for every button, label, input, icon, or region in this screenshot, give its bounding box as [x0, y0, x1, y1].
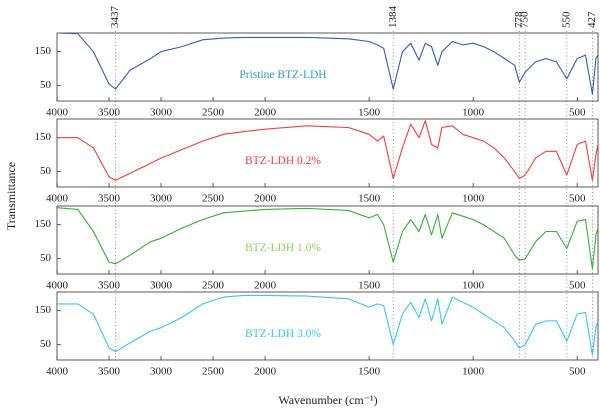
- x-tick-label: 1500: [358, 193, 381, 205]
- y-tick-label: 50: [40, 338, 52, 350]
- x-tick-label: 3500: [98, 193, 121, 205]
- x-tick-label: 2500: [202, 280, 225, 292]
- y-tick-label: 150: [35, 131, 52, 143]
- peak-label: 750: [519, 11, 531, 28]
- peak-label: 778: [513, 11, 525, 28]
- x-tick-label: 2000: [254, 280, 277, 292]
- x-tick-label: 2000: [254, 107, 277, 119]
- y-tick-label: 150: [35, 218, 52, 230]
- peak-label: 3437: [109, 6, 121, 29]
- x-axis-label: Wavenumber (cm⁻¹): [278, 393, 377, 407]
- x-tick-label: 2500: [202, 193, 225, 205]
- series-label: BTZ-LDH 0.2%: [245, 155, 321, 167]
- x-tick-label: 1000: [462, 193, 485, 205]
- spectrum-line: [57, 120, 598, 181]
- x-tick-label: 3500: [98, 366, 121, 378]
- x-tick-label: 1000: [462, 280, 485, 292]
- x-tick-label: 3000: [150, 366, 173, 378]
- x-tick-label: 4000: [46, 280, 69, 292]
- x-tick-label: 1500: [358, 280, 381, 292]
- x-tick-label: 3000: [150, 193, 173, 205]
- x-tick-label: 500: [569, 193, 586, 205]
- x-tick-label: 1500: [358, 107, 381, 119]
- panel-frame: [56, 291, 599, 361]
- x-tick-label: 2000: [254, 193, 277, 205]
- x-tick-label: 2500: [202, 107, 225, 119]
- y-tick-label: 150: [35, 45, 52, 57]
- x-tick-label: 1000: [462, 366, 485, 378]
- x-tick-label: 4000: [46, 107, 69, 119]
- x-tick-label: 2000: [254, 366, 277, 378]
- panel-frame: [56, 118, 599, 188]
- x-tick-label: 1000: [462, 107, 485, 119]
- peak-label: 550: [560, 11, 572, 28]
- series-label: BTZ-LDH 1.0%: [245, 242, 321, 254]
- y-tick-label: 50: [40, 252, 52, 264]
- panel-frame: [56, 205, 599, 275]
- spectrum-line: [57, 207, 598, 270]
- peak-label: 427: [586, 11, 598, 28]
- x-tick-label: 4000: [46, 366, 69, 378]
- spectrum-line: [57, 294, 598, 356]
- spectrum-line: [57, 33, 598, 95]
- x-tick-label: 500: [569, 107, 586, 119]
- y-tick-label: 50: [40, 79, 52, 91]
- y-tick-label: 50: [40, 165, 52, 177]
- x-tick-label: 3500: [98, 280, 121, 292]
- x-tick-label: 1500: [358, 366, 381, 378]
- x-tick-label: 3500: [98, 107, 121, 119]
- panel-frame: [56, 32, 599, 102]
- peak-label: 1384: [387, 6, 399, 29]
- y-axis-label: Transmittance: [4, 162, 18, 230]
- x-tick-label: 2500: [202, 366, 225, 378]
- series-label: BTZ-LDH 3.0%: [245, 328, 321, 340]
- x-tick-label: 500: [569, 280, 586, 292]
- x-tick-label: 3000: [150, 280, 173, 292]
- series-label: Pristine BTZ-LDH: [239, 69, 326, 81]
- x-tick-label: 3000: [150, 107, 173, 119]
- x-tick-label: 4000: [46, 193, 69, 205]
- x-tick-label: 500: [569, 366, 586, 378]
- y-tick-label: 150: [35, 304, 52, 316]
